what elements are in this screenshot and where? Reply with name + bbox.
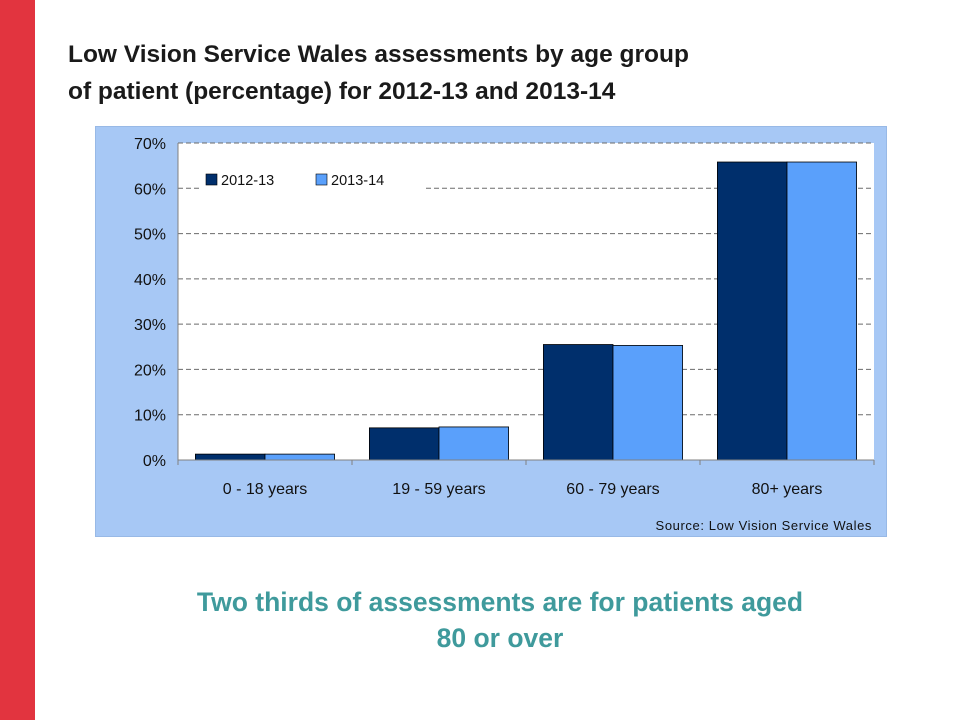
chart-source-note: Source: Low Vision Service Wales xyxy=(656,518,872,533)
title-line-2: of patient (percentage) for 2012-13 and … xyxy=(68,78,616,105)
legend-label-2012-13: 2012-13 xyxy=(221,173,274,189)
bar-2013-14-3 xyxy=(786,161,857,461)
bar-2012-13-2 xyxy=(542,344,614,461)
bar-2013-14-2 xyxy=(612,345,683,461)
bar-2012-13-0 xyxy=(195,453,266,461)
y-tick-label: 50% xyxy=(134,227,166,244)
y-tick-label: 10% xyxy=(134,408,166,425)
legend-swatch-2013-14 xyxy=(315,173,328,186)
y-tick-label: 40% xyxy=(134,272,166,289)
caption-line-2: 80 or over xyxy=(436,623,564,653)
chart-panel: 0% 10% 20% 30% 40% 50% 60% 70% 0 - 18 years 19 -… xyxy=(95,126,887,537)
x-tick-label: 0 - 18 years xyxy=(223,481,307,498)
bar-2012-13-3 xyxy=(717,161,788,461)
bar-2013-14-1 xyxy=(438,426,509,461)
bar-2012-13-1 xyxy=(368,427,440,461)
legend-label-2013-14: 2013-14 xyxy=(331,173,384,189)
y-tick-label: 30% xyxy=(134,317,166,334)
key-message-caption: Two thirds of assessments are for patien… xyxy=(100,584,900,656)
legend-box xyxy=(200,165,426,195)
x-tick-label: 19 - 59 years xyxy=(392,481,485,498)
y-tick-label: 20% xyxy=(134,362,166,379)
title-line-1: Low Vision Service Wales assessments by … xyxy=(68,41,689,68)
bar-chart: 0% 10% 20% 30% 40% 50% 60% 70% 0 - 18 years 19 -… xyxy=(134,136,875,533)
x-tick-label: 80+ years xyxy=(752,481,823,498)
y-tick-label: 70% xyxy=(134,136,166,153)
bar-2013-14-0 xyxy=(264,453,335,461)
y-tick-label: 0% xyxy=(143,453,166,470)
slide-title: Low Vision Service Wales assessments by … xyxy=(68,36,928,110)
legend-swatch-2012-13 xyxy=(205,173,218,186)
y-tick-label: 60% xyxy=(134,181,166,198)
caption-line-1: Two thirds of assessments are for patien… xyxy=(196,587,804,617)
x-tick-label: 60 - 79 years xyxy=(566,481,659,498)
side-accent-stripe xyxy=(0,0,35,720)
